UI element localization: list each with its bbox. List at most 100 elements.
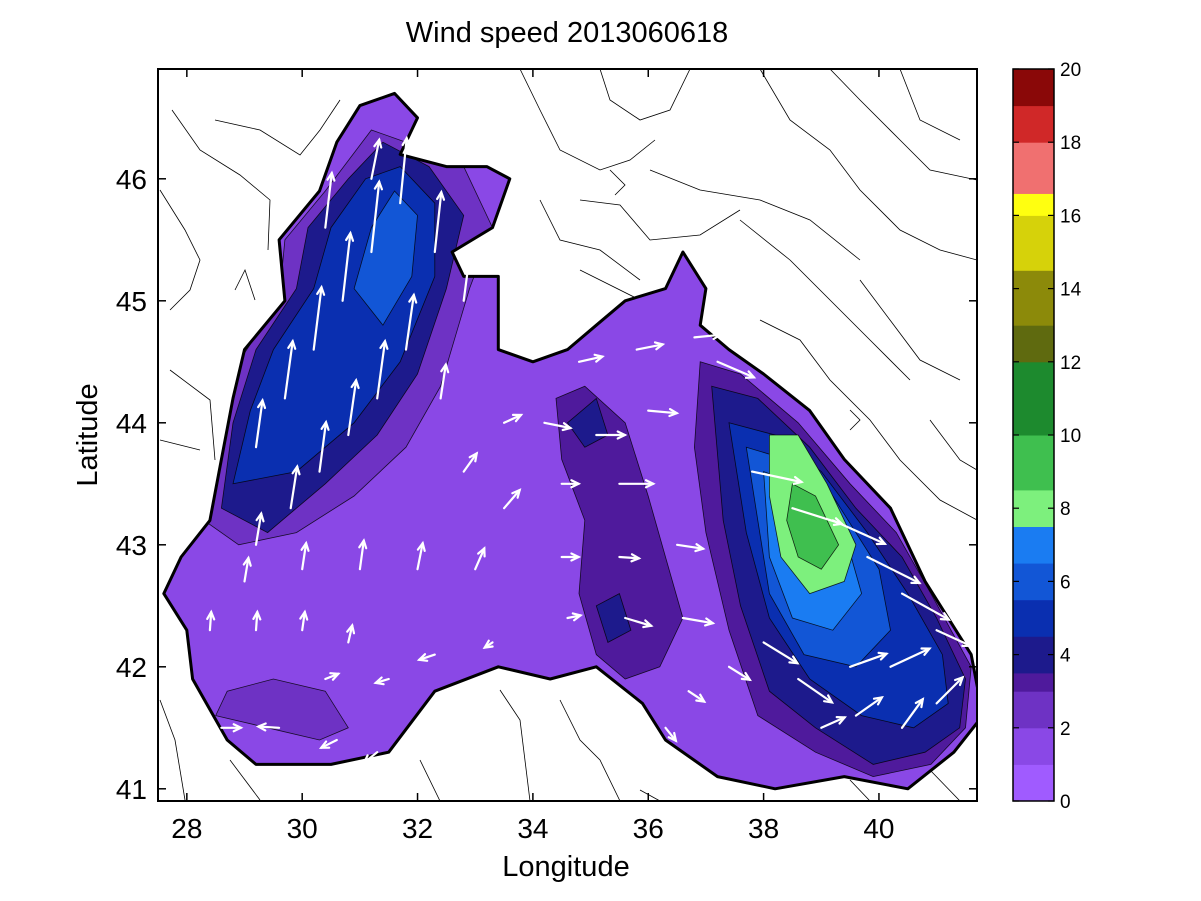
colorbar-tick-label: 6 (1060, 572, 1071, 593)
wind-arrow (560, 552, 582, 562)
colorbar-segment (1013, 215, 1054, 271)
wind-arrow (462, 451, 479, 473)
contour-region-nw-core (353, 190, 418, 326)
wind-arrow (935, 629, 973, 648)
wind-arrow (254, 397, 267, 449)
wind-arrow (681, 616, 716, 627)
x-axis-label: Longitude (502, 851, 629, 883)
wind-arrow (373, 676, 390, 686)
colorbar-tick-label: 10 (1060, 426, 1081, 447)
wind-arrow (242, 555, 252, 583)
colorbar: 0 2 4 6 8 10 12 14 16 18 20 (1012, 60, 1082, 813)
colorbar-segment (1013, 526, 1054, 564)
contour-region-south-dark (215, 678, 349, 741)
colorbar-tick-label: 12 (1060, 353, 1081, 374)
colorbar-segment (1013, 489, 1054, 527)
colorbar-segment (1013, 435, 1054, 491)
wind-arrow (727, 665, 752, 682)
y-tick-label: 42 (116, 652, 147, 683)
wind-arrow (560, 479, 582, 489)
wind-arrow (595, 430, 628, 440)
wind-arrow (376, 338, 389, 400)
wind-arrow (312, 284, 326, 351)
wind-arrow (693, 331, 723, 341)
colorbar-segment (1013, 599, 1054, 637)
wind-arrow (300, 540, 310, 571)
wind-arrow (346, 623, 356, 644)
wind-arrow (566, 612, 583, 622)
wind-arrow (831, 519, 888, 546)
wind-arrow (900, 592, 952, 621)
y-tick-label: 41 (116, 774, 147, 805)
x-tick-label: 32 (402, 813, 433, 844)
wind-arrow (618, 553, 642, 563)
colorbar-tick-label: 4 (1060, 646, 1071, 667)
wind-arrow (889, 647, 932, 668)
x-tick-label: 28 (171, 813, 202, 844)
wind-arrow (254, 511, 265, 546)
wind-arrow (347, 377, 360, 437)
colorbar-segment (1013, 193, 1054, 216)
wind-arrow (289, 464, 301, 510)
wind-arrow (503, 488, 522, 510)
wind-arrow (716, 360, 757, 379)
wind-arrow (900, 697, 925, 729)
wind-arrow (433, 189, 446, 254)
plot-frame (157, 68, 978, 802)
colorbar-segment (1013, 142, 1054, 194)
coastline (162, 91, 977, 791)
colorbar-segment (1013, 764, 1054, 802)
wind-arrow (762, 641, 800, 665)
colorbar-segment (1013, 636, 1054, 674)
wind-arrow (935, 675, 965, 705)
wind-arrow (206, 609, 216, 632)
wind-arrow (318, 738, 338, 749)
chart-title: Wind speed 2013060618 (406, 17, 728, 49)
contour-region-central-dark-3 (595, 593, 632, 643)
wind-arrow (318, 419, 330, 473)
wind-arrow (820, 715, 848, 729)
colorbar-tick-label: 16 (1060, 206, 1081, 227)
x-tick-label: 30 (287, 813, 318, 844)
x-tick-label: 34 (517, 813, 548, 844)
colorbar-segment (1013, 563, 1054, 601)
colorbar-segment (1013, 325, 1054, 363)
wind-arrow (482, 639, 494, 650)
x-tick-label: 36 (633, 813, 664, 844)
y-tick-label: 45 (116, 286, 147, 317)
wind-arrow (687, 690, 707, 704)
x-tick-label: 38 (748, 813, 779, 844)
wind-arrow (416, 540, 426, 571)
colorbar-segment (1013, 361, 1054, 436)
contour-region-central-dark-1 (555, 385, 684, 680)
wind-vectors (206, 135, 973, 765)
colorbar-segment (1013, 105, 1054, 143)
colorbar-tick-label: 18 (1060, 133, 1081, 154)
wind-arrow (854, 695, 884, 717)
wind-arrow (474, 546, 486, 571)
wind-arrow (797, 677, 835, 704)
wind-arrow (848, 651, 889, 668)
wind-arrow (750, 470, 804, 485)
colorbar-segment (1013, 69, 1054, 107)
y-tick-label: 44 (116, 408, 147, 439)
y-tick-label: 43 (116, 530, 147, 561)
wind-arrow (543, 421, 573, 432)
wind-arrow (866, 555, 922, 585)
wind-arrow (341, 230, 355, 302)
wind-arrow (299, 609, 309, 632)
wind-arrow (220, 723, 244, 733)
wind-arrow (362, 751, 379, 765)
wind-speed-contours (162, 91, 977, 791)
wind-arrow (324, 170, 336, 229)
x-tick-label: 40 (863, 813, 894, 844)
wind-arrow (439, 362, 450, 400)
wind-arrow (399, 135, 411, 205)
colorbar-tick-label: 14 (1060, 280, 1082, 301)
colorbar-segment (1013, 691, 1054, 729)
y-axis-label: Latitude (72, 383, 104, 486)
y-axis-ticks: 41 42 43 44 45 46 (116, 164, 977, 805)
y-tick-label: 46 (116, 164, 147, 195)
wind-arrow (577, 353, 605, 363)
